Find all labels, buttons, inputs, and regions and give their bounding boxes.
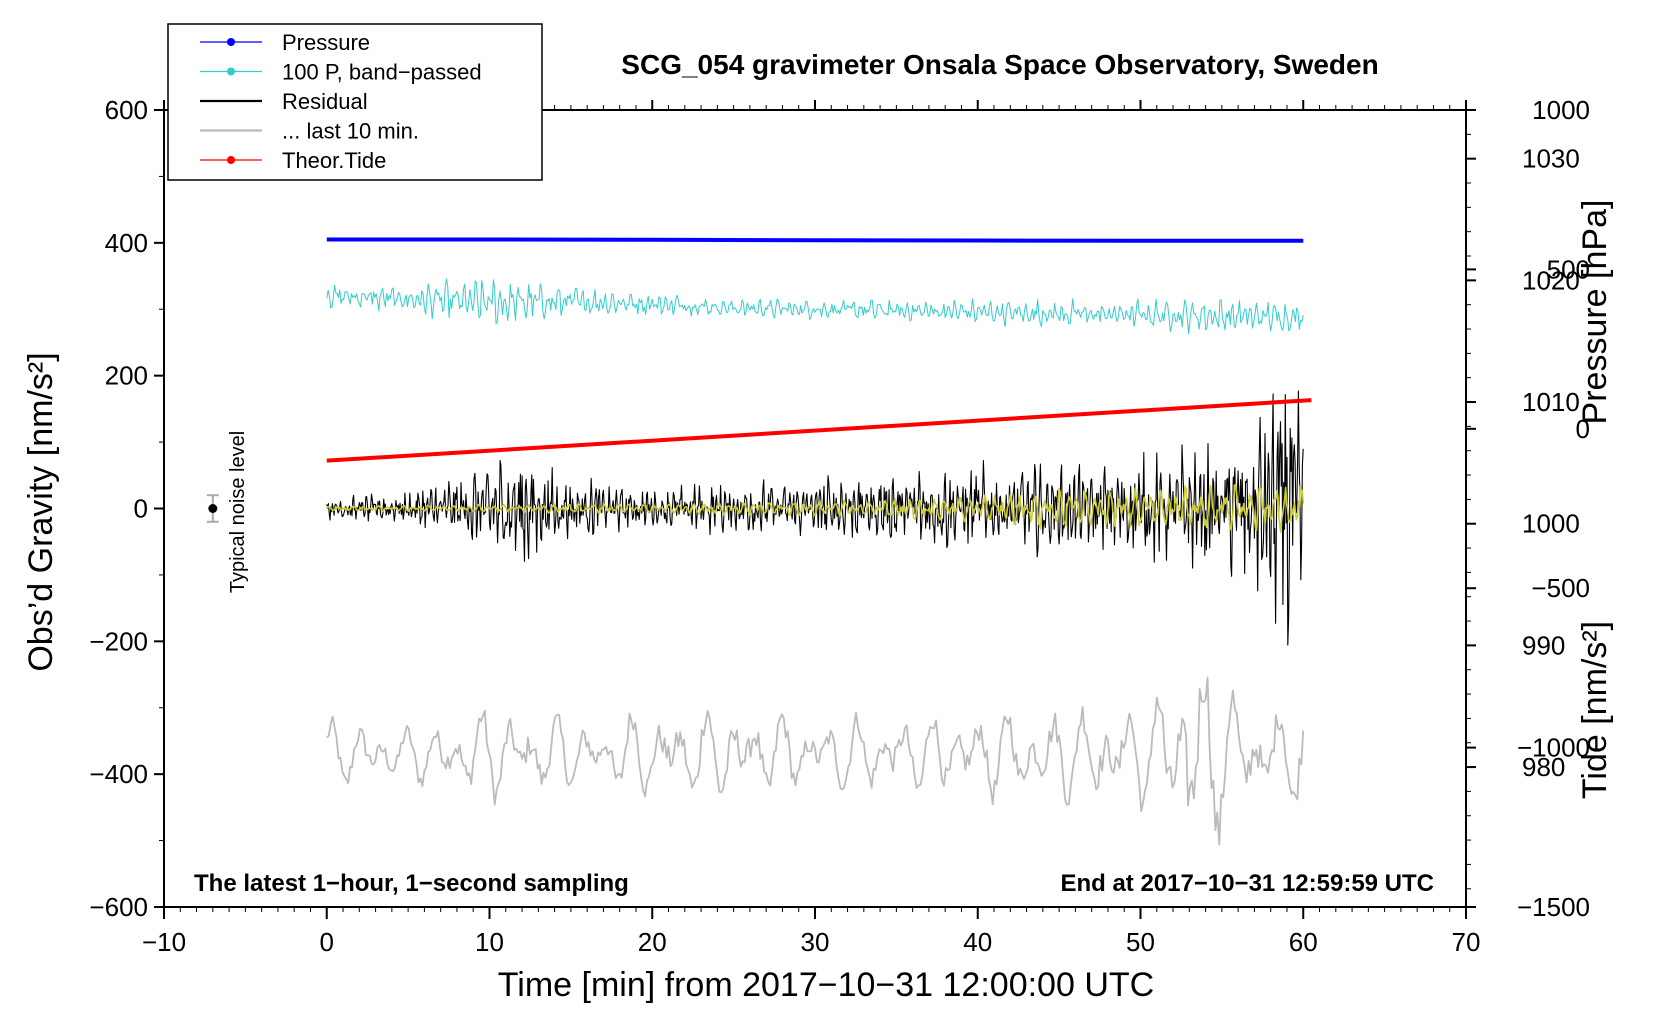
y-tick-label: −200 xyxy=(89,626,148,656)
x-tick-label: 60 xyxy=(1289,927,1318,957)
x-tick-label: 50 xyxy=(1126,927,1155,957)
tide-tick-label: −500 xyxy=(1531,573,1590,603)
x-tick-label: 20 xyxy=(638,927,667,957)
y-tick-label: 400 xyxy=(105,228,148,258)
tide-axis-title: Tide [nm/s²] xyxy=(1576,621,1614,799)
pressure-tick-label: 1020 xyxy=(1522,265,1580,295)
x-tick-label: 40 xyxy=(963,927,992,957)
x-tick-label: 70 xyxy=(1452,927,1481,957)
pressure-axis-title: Pressure [hPa] xyxy=(1576,200,1614,425)
pressure-tick-label: 990 xyxy=(1522,630,1565,660)
tide-tick-label: −1000 xyxy=(1517,733,1590,763)
legend-label: ... last 10 min. xyxy=(282,119,419,144)
tide-tick-label: −1500 xyxy=(1517,892,1590,922)
series-layer xyxy=(326,237,1312,846)
tide-tick-label: 500 xyxy=(1547,254,1590,284)
theor-tide-line xyxy=(326,398,1312,463)
residual-line xyxy=(326,390,1304,646)
chart-title: SCG_054 gravimeter Onsala Space Observat… xyxy=(621,49,1378,80)
x-axis-title: Time [min] from 2017−10−31 12:00:00 UTC xyxy=(498,966,1154,1004)
ticks-layer: −10 0 10 20 30 40 50 60 70−600−400−2000200400600… xyxy=(89,95,1590,957)
last-10-min-line xyxy=(326,676,1305,846)
legend-label: Residual xyxy=(282,89,368,114)
legend-label: Theor.Tide xyxy=(282,148,386,173)
legend-marker xyxy=(227,38,235,46)
y-tick-label: 600 xyxy=(105,95,148,125)
legend-label: Pressure xyxy=(282,30,370,55)
y-tick-label: −400 xyxy=(89,759,148,789)
note-end-time: End at 2017−10−31 12:59:59 UTC xyxy=(1060,870,1434,897)
y-tick-label: 0 xyxy=(134,494,148,524)
x-tick-label: 10 xyxy=(475,927,504,957)
pressure-tick-label: 1010 xyxy=(1522,387,1580,417)
noise-level-label: Typical noise level xyxy=(227,431,249,593)
y-tick-label: −600 xyxy=(89,892,148,922)
pressure-tick-label: 1030 xyxy=(1522,144,1580,174)
pressure-line xyxy=(326,237,1304,243)
legend: Pressure 100 P, band−passed Residual ... la… xyxy=(167,23,543,181)
x-tick-label: 0 xyxy=(320,927,334,957)
pressure-tick-label: 980 xyxy=(1522,752,1565,782)
legend-label: 100 P, band−passed xyxy=(282,60,482,85)
x-tick-label: −10 xyxy=(142,927,186,957)
tide-tick-label: 1000 xyxy=(1532,95,1590,125)
x-tick-label: 30 xyxy=(801,927,830,957)
note-latest-hour: The latest 1−hour, 1−second sampling xyxy=(194,870,629,897)
legend-marker xyxy=(227,67,235,76)
pressure-tick-label: 1000 xyxy=(1522,509,1580,539)
y-axis-title: Obs’d Gravity [nm/s²] xyxy=(22,352,60,671)
tide-tick-label: 0 xyxy=(1576,414,1590,444)
residual-bandpassed-line xyxy=(326,483,1305,534)
legend-marker xyxy=(227,156,235,164)
noise-marker-dot xyxy=(208,504,218,513)
pressure-bandpassed-line xyxy=(326,278,1304,335)
y-tick-label: 200 xyxy=(105,361,148,391)
